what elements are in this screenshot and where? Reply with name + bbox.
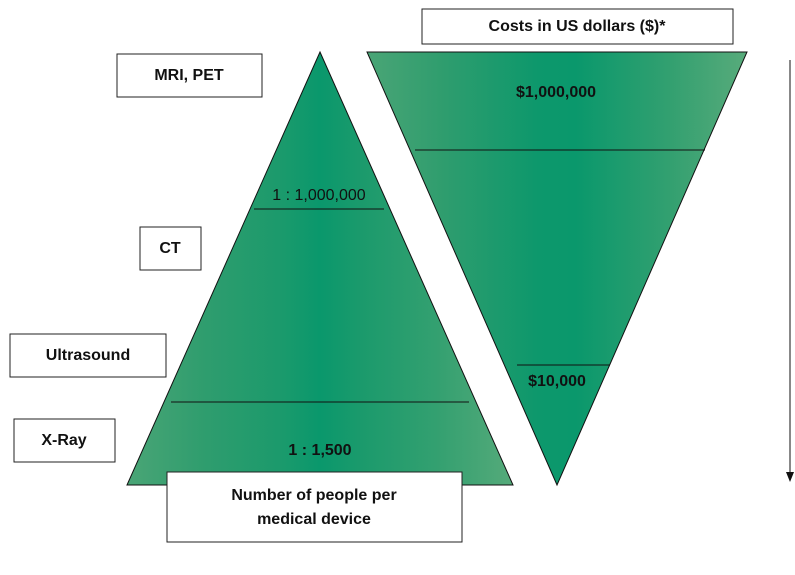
device-box [139,226,202,271]
device-label: CT [159,240,181,257]
device-label: X-Ray [41,432,86,449]
device-label: Ultrasound [46,347,130,364]
device-box [13,418,116,463]
cost-box [421,8,734,45]
footer-box [166,471,463,543]
cost-label: $10,000 [528,373,586,390]
cost-pyramid [366,51,748,487]
device-label: MRI, PET [154,67,224,84]
ratio-label: 1 : 1,000,000 [272,187,366,204]
device-box [9,333,167,378]
footer-label: Number of people per [231,487,396,504]
cost-box-label: Costs in US dollars ($)* [489,18,667,35]
device-box [116,53,263,98]
cost-label: $1,000,000 [516,84,596,101]
arrow-head [786,472,794,482]
footer-label: medical device [257,511,371,528]
ratio-label: 1 : 1,500 [288,442,351,459]
